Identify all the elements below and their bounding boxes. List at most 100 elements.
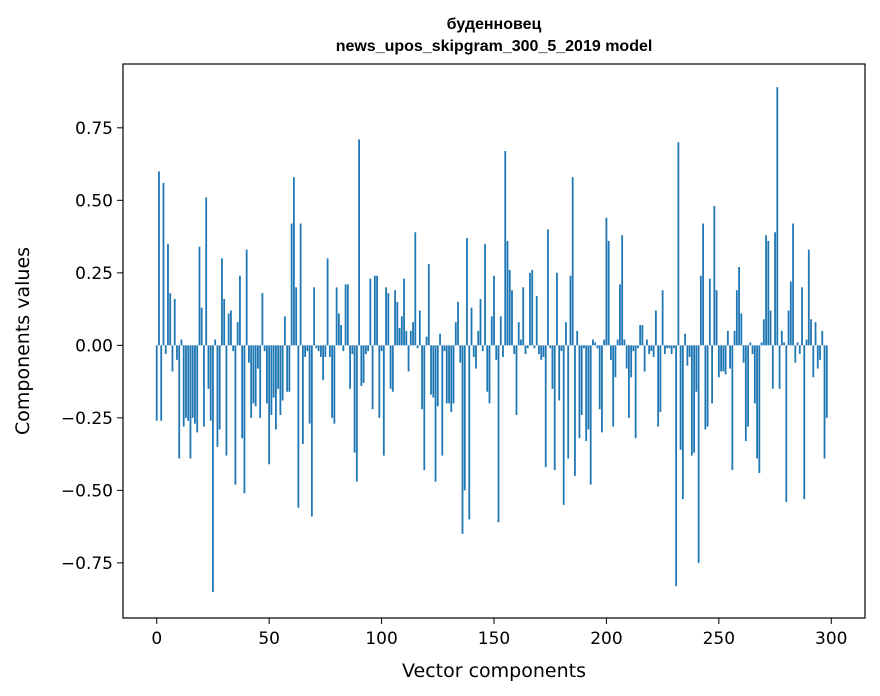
bar xyxy=(502,345,504,357)
bar xyxy=(414,232,417,346)
bar xyxy=(466,238,468,346)
bar xyxy=(160,345,163,421)
bar xyxy=(583,345,585,349)
bar xyxy=(657,345,660,427)
bar xyxy=(499,316,502,346)
bar xyxy=(540,345,543,360)
bar xyxy=(702,223,705,346)
bar xyxy=(187,345,190,421)
bar xyxy=(425,336,428,346)
bar xyxy=(299,223,302,346)
bar xyxy=(778,345,781,389)
bar xyxy=(526,345,529,349)
bar xyxy=(319,345,322,357)
y-tick-label: −0.75 xyxy=(61,554,113,574)
bar xyxy=(614,345,617,378)
bar xyxy=(497,345,500,523)
bar xyxy=(486,345,489,392)
bar xyxy=(592,339,594,346)
bar xyxy=(580,345,583,415)
bar xyxy=(776,87,779,346)
bar xyxy=(279,345,282,415)
bar xyxy=(751,345,754,355)
bar xyxy=(780,330,783,346)
bar xyxy=(756,345,758,459)
bar xyxy=(538,345,540,355)
bar xyxy=(351,345,354,355)
bar xyxy=(495,345,498,360)
bar xyxy=(173,298,176,346)
bar xyxy=(261,293,264,346)
bar xyxy=(162,182,165,346)
bar xyxy=(290,223,293,346)
bar xyxy=(239,275,241,346)
bar xyxy=(423,345,426,471)
bar xyxy=(628,345,630,418)
bar xyxy=(706,345,709,427)
bar xyxy=(389,345,392,389)
bar xyxy=(472,345,475,357)
bar xyxy=(171,345,174,372)
bar xyxy=(798,345,801,355)
bar xyxy=(421,345,423,410)
bar xyxy=(796,342,799,346)
bar xyxy=(207,345,210,389)
bar xyxy=(533,345,536,349)
bar xyxy=(659,345,662,413)
bar xyxy=(715,290,718,346)
bar xyxy=(531,269,534,346)
bar xyxy=(236,322,239,346)
bar xyxy=(468,345,471,520)
bar xyxy=(513,345,516,355)
bar xyxy=(335,287,338,346)
bar xyxy=(783,342,785,346)
bar xyxy=(549,345,552,349)
bar xyxy=(470,307,473,346)
bar xyxy=(337,313,340,346)
bar xyxy=(650,345,653,352)
bar xyxy=(155,345,158,421)
bar xyxy=(266,345,268,404)
bar xyxy=(612,345,615,427)
bar xyxy=(771,345,774,389)
bar xyxy=(385,287,387,346)
bar xyxy=(520,339,522,346)
bar xyxy=(225,345,228,456)
bar xyxy=(322,345,325,381)
bar xyxy=(243,345,246,494)
bar xyxy=(630,345,633,378)
bar xyxy=(594,342,597,346)
bar xyxy=(508,269,511,346)
bar xyxy=(158,171,160,346)
bar xyxy=(801,287,803,346)
bar xyxy=(463,345,466,491)
bar xyxy=(807,249,810,346)
bar xyxy=(760,342,763,346)
bar xyxy=(634,345,637,439)
bar xyxy=(218,345,221,430)
bar xyxy=(547,229,549,346)
bar xyxy=(639,325,642,346)
bar xyxy=(544,345,547,468)
chart-subtitle: news_upos_skipgram_300_5_2019 model xyxy=(336,38,653,55)
bar xyxy=(394,290,396,346)
bar xyxy=(283,316,286,346)
bar xyxy=(196,345,199,433)
bar xyxy=(340,325,342,346)
bar xyxy=(670,345,673,355)
bar xyxy=(601,345,603,433)
bar xyxy=(823,345,826,459)
bar xyxy=(430,345,432,395)
bar xyxy=(315,345,318,349)
bar xyxy=(742,345,745,363)
bar xyxy=(396,301,399,346)
bar xyxy=(221,258,223,346)
bar xyxy=(753,345,756,404)
bar xyxy=(355,345,358,482)
bar xyxy=(585,345,588,442)
bar xyxy=(729,345,731,369)
x-tick-label: 300 xyxy=(815,629,847,649)
bar xyxy=(672,345,675,349)
bar xyxy=(200,307,203,346)
